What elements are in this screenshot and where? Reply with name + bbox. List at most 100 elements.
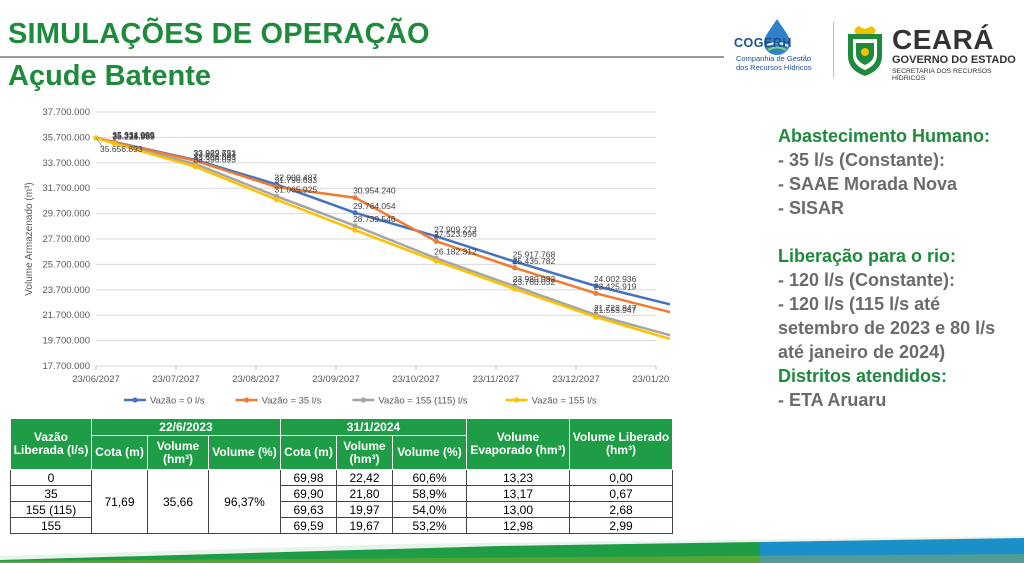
header-vazao: Vazão Liberada (l/s) [10,418,92,470]
cell-cota: 69,59 [280,517,337,534]
y-tick-label: 37.700.000 [42,107,90,118]
cell-pct: 54,0% [392,501,467,518]
data-label: 35.234.955 [112,131,155,141]
page-title: SIMULAÇÕES DE OPERAÇÃO [8,18,430,50]
header-cota: Cota (m) [91,435,148,470]
notes-heading-human-supply: Abastecimento Humano: [778,126,991,146]
cell-lib: 0,67 [569,485,673,502]
cell-evap: 13,00 [466,501,570,518]
data-point [512,265,518,271]
data-label: 35.311.959 [112,130,154,140]
cell-initial-pct: 96,37% [208,469,281,534]
data-point [352,227,358,233]
table-row: 0 71,69 35,66 96,37% 69,98 22,42 60,6% 1… [10,469,673,534]
data-label: 25.917.768 [513,250,556,260]
y-tick-label: 35.700.000 [42,132,90,143]
water-drop-icon [764,19,790,55]
data-label: 25.435.782 [513,256,556,266]
ceara-name: CEARÁ [892,24,995,55]
header-date-final: 31/1/2024 [280,418,467,436]
data-label: 32.000.487 [275,172,318,182]
data-point [512,259,518,265]
header-date-initial: 22/6/2023 [91,418,281,436]
x-tick-label: 23/01/2028 [632,374,670,385]
data-label: 35.221.987 [112,131,155,141]
title-divider [0,56,724,58]
header-volume-pct: Volume (%) [208,435,281,470]
data-point [593,283,599,289]
data-point [192,164,199,170]
cell-cota: 69,90 [280,485,337,502]
data-point [433,258,439,264]
data-label: 23.760.032 [513,277,556,287]
cell-evap: 13,17 [466,485,570,502]
cell-initial-cota: 71,69 [91,469,148,534]
data-label: 23.425.919 [594,281,637,291]
y-tick-label: 23.700.000 [42,285,90,296]
data-label: 31.065.925 [275,184,318,194]
data-label: 26.182.312 [434,246,477,256]
header-cota: Cota (m) [280,435,337,470]
cell-initial-volume: 35,66 [147,469,209,534]
table-row: 155 69,59 19,67 53,2% 12,98 2,99 [10,517,673,534]
data-label: 23.980.032 [513,274,556,284]
cogerh-subtitle: Companhia de Gestão dos Recursos Hídrico… [736,54,811,72]
x-tick-label: 23/07/2027 [152,374,200,385]
legend-marker [514,397,520,403]
y-tick-label: 21.700.000 [42,310,90,321]
cell-cota: 69,98 [280,469,337,486]
cell-lib: 2,99 [569,517,673,534]
cell-vazao: 155 [10,517,92,534]
cell-evap: 12,98 [466,517,570,534]
y-tick-label: 29.700.000 [42,209,90,220]
cell-pct: 53,2% [392,517,467,534]
data-label: 33.862.633 [193,149,236,159]
data-label: 21.555.947 [594,305,637,315]
cell-volume: 22,42 [336,469,393,486]
header-evaporated: Volume Evaporado (hm³) [466,418,570,470]
notes-item: - 120 l/s (115 l/s até setembro de 2023 … [778,294,996,362]
notes-item: - ETA Aruaru [778,390,887,410]
coat-of-arms-icon [848,26,882,76]
data-label: 33.606.093 [193,152,236,162]
cell-vazao: 35 [10,485,92,502]
data-point [352,210,358,216]
x-tick-label: 23/11/2027 [473,374,520,385]
data-point [273,197,280,203]
data-label: 29.764.054 [353,201,396,211]
x-tick-label: 23/12/2027 [552,374,600,385]
data-point [352,223,358,229]
ceara-logo: CEARÁ GOVERNO DO ESTADO SECRETARIA DOS R… [842,22,1022,82]
y-tick-label: 31.700.000 [42,183,90,194]
cell-vazao: 155 (115) [10,501,92,518]
notes-item: - 35 l/s (Constante): [778,150,946,170]
data-label: 31.796.633 [275,175,318,185]
data-label: 27.523.996 [434,229,477,239]
data-point [433,233,439,239]
table-row: 155 (115) 69,63 19,97 54,0% 13,00 2,68 [10,501,673,518]
data-label: 21.723.947 [594,303,637,313]
legend-marker [360,397,366,403]
data-point [273,184,280,190]
cogerh-name: COGERH [734,36,792,50]
label-leader-line [95,137,103,147]
operation-notes: Abastecimento Humano: - 35 l/s (Constant… [778,124,1023,412]
cell-lib: 0,00 [569,469,673,486]
notes-heading-river-release: Liberação para o rio: [778,246,957,266]
data-point [352,195,358,201]
cell-volume: 21,80 [336,485,393,502]
legend-marker [132,397,138,403]
cell-volume: 19,67 [336,517,393,534]
notes-item: - SAAE Morada Nova [778,174,958,194]
data-point [111,140,117,147]
page-subtitle: Açude Batente [8,60,212,92]
footer-stripe [0,534,1024,563]
y-axis-label: Volume Armazenado (m³) [24,182,35,295]
table-row: 35 69,90 21,80 58,9% 13,17 0,67 [10,485,673,502]
legend-label: Vazão = 0 l/s [150,396,205,407]
y-tick-label: 27.700.000 [42,234,90,245]
ceara-government: GOVERNO DO ESTADO [892,54,1016,66]
ceara-secretariat: SECRETARIA DOS RECURSOS HÍDRICOS [892,68,992,82]
data-label: 35.656.893 [100,144,143,154]
notes-heading-districts: Distritos atendidos: [778,366,948,386]
